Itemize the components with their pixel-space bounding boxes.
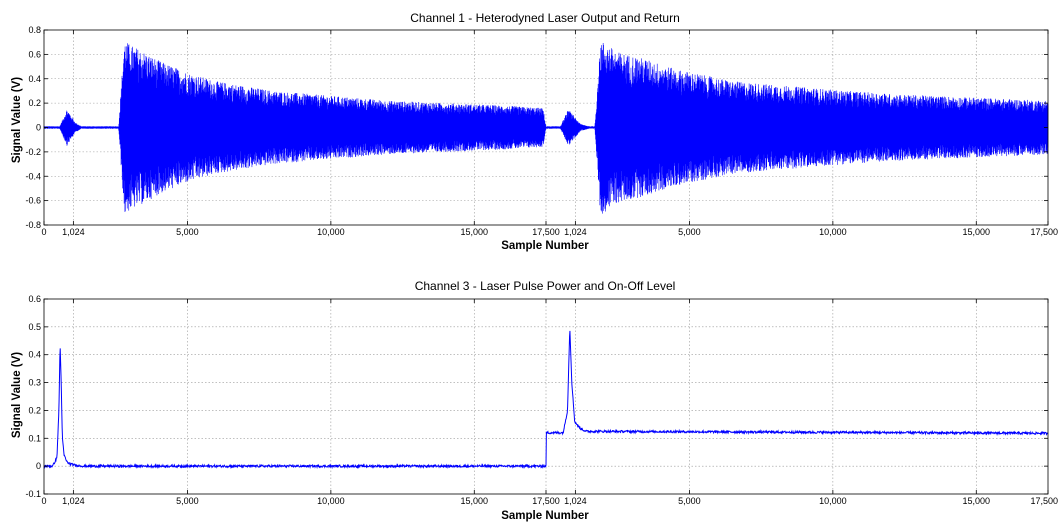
x-tick-label: 15,000: [461, 496, 489, 506]
channel-1-xlabel: Sample Number: [501, 240, 589, 252]
y-tick-label: 0.2: [28, 405, 41, 415]
x-tick-label: 10,000: [317, 227, 345, 237]
channel-1-plot-frame: [43, 29, 1049, 226]
y-tick-label: 0.4: [28, 350, 41, 360]
y-tick-label: -0.8: [25, 220, 41, 230]
channel-1-ylabel: Signal Value (V): [11, 77, 23, 163]
x-tick-label: 17,500: [532, 227, 560, 237]
channel-1-signal-line: [43, 42, 1049, 214]
x-tick-label: 5,000: [678, 227, 701, 237]
x-tick-label: 1,024: [564, 227, 587, 237]
y-tick-label: 0.8: [28, 25, 41, 35]
y-tick-label: 0.2: [28, 98, 41, 108]
x-tick-label: 17,500: [532, 496, 560, 506]
x-tick-label: 5,000: [176, 227, 199, 237]
channel-1-title: Channel 1 - Heterodyned Laser Output and…: [410, 11, 680, 25]
channel-3-ylabel: Signal Value (V): [11, 352, 23, 438]
x-tick-label: 5,000: [176, 496, 199, 506]
y-tick-label: 0.5: [28, 322, 41, 332]
y-tick-label: 0.6: [28, 294, 41, 304]
x-tick-label: 10,000: [317, 496, 345, 506]
x-tick-label: 17,500: [1030, 227, 1058, 237]
x-tick-label: 0: [41, 227, 46, 237]
x-tick-label: 15,000: [461, 227, 489, 237]
x-tick-label: 17,500: [1030, 496, 1058, 506]
y-tick-label: 0.4: [28, 74, 41, 84]
x-tick-label: 10,000: [819, 227, 847, 237]
x-tick-label: 0: [41, 496, 46, 506]
y-tick-label: -0.2: [25, 147, 41, 157]
x-tick-label: 15,000: [963, 496, 991, 506]
x-tick-label: 15,000: [963, 227, 991, 237]
y-tick-label: -0.1: [25, 489, 41, 499]
x-tick-label: 1,024: [564, 496, 587, 506]
channel-3-title: Channel 3 - Laser Pulse Power and On-Off…: [415, 279, 676, 293]
channel-3-signal-line: [43, 330, 1049, 470]
y-tick-label: -0.6: [25, 196, 41, 206]
y-tick-label: -0.4: [25, 171, 41, 181]
channel-3-plot-frame: [43, 298, 1049, 495]
y-tick-label: 0.1: [28, 433, 41, 443]
y-tick-label: 0: [36, 461, 41, 471]
x-tick-label: 5,000: [678, 496, 701, 506]
x-tick-label: 1,024: [62, 496, 85, 506]
y-tick-label: 0.3: [28, 378, 41, 388]
x-tick-label: 1,024: [62, 227, 85, 237]
channel-3-xlabel: Sample Number: [501, 510, 589, 522]
y-tick-label: 0.6: [28, 49, 41, 59]
x-tick-label: 10,000: [819, 496, 847, 506]
y-tick-label: 0: [36, 123, 41, 133]
channel-3-panel: Channel 3 - Laser Pulse Power and On-Off…: [11, 279, 1058, 522]
channel-1-panel: Channel 1 - Heterodyned Laser Output and…: [11, 11, 1058, 252]
